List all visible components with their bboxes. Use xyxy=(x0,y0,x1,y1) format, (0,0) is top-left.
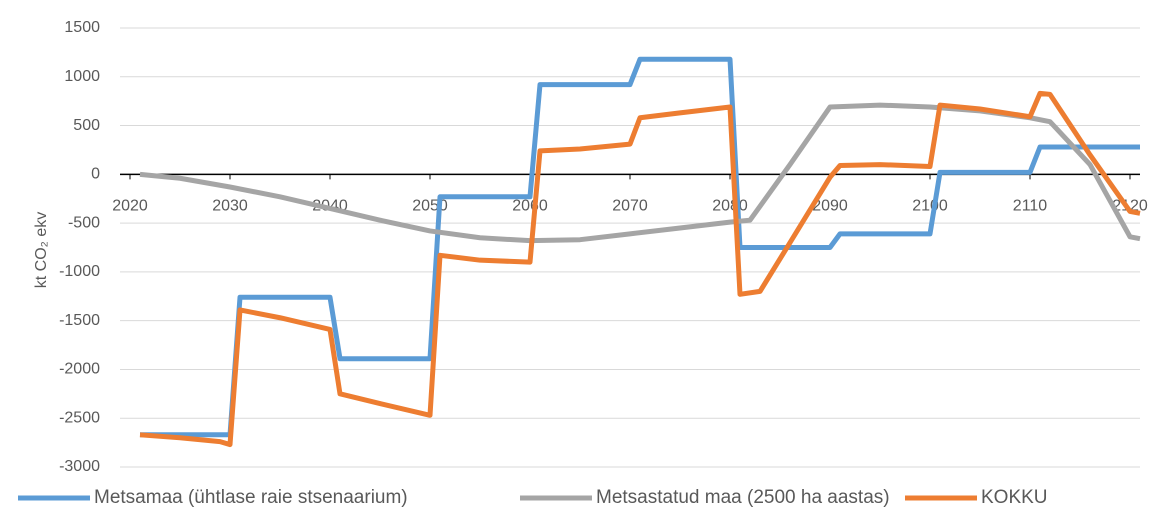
legend-label: Metsastatud maa (2500 ha aastas) xyxy=(596,487,890,508)
series-line xyxy=(140,56,1140,438)
y-tick-label: 0 xyxy=(91,166,100,183)
series-line xyxy=(139,102,1141,244)
y-tick-label: 500 xyxy=(73,117,100,134)
y-axis-label: kt CO₂ ekv xyxy=(33,212,50,288)
x-tick-label: 2080 xyxy=(712,198,748,215)
y-tick-label: -500 xyxy=(68,214,100,231)
x-tick-label: 2060 xyxy=(512,198,548,215)
x-tick-label: 2090 xyxy=(812,198,848,215)
x-tick-label: 2030 xyxy=(212,198,248,215)
x-tick-label: 2110 xyxy=(1013,198,1048,215)
y-tick-label: -3000 xyxy=(59,458,100,475)
y-tick-label: 1500 xyxy=(64,19,100,36)
legend-label: KOKKU xyxy=(981,487,1048,508)
series-line xyxy=(139,90,1141,448)
y-tick-label: -2000 xyxy=(59,361,100,378)
legend-label: Metsamaa (ühtlase raie stsenaarium) xyxy=(94,487,408,508)
y-tick-label: 1000 xyxy=(64,68,100,85)
y-tick-label: -1000 xyxy=(59,263,100,280)
x-tick-label: 2100 xyxy=(912,198,948,215)
x-tick-label: 2070 xyxy=(612,198,648,215)
x-tick-label: 2020 xyxy=(112,198,148,215)
y-tick-label: -2500 xyxy=(59,409,100,426)
x-tick-label: 2050 xyxy=(412,198,448,215)
y-tick-label: -1500 xyxy=(59,312,100,329)
